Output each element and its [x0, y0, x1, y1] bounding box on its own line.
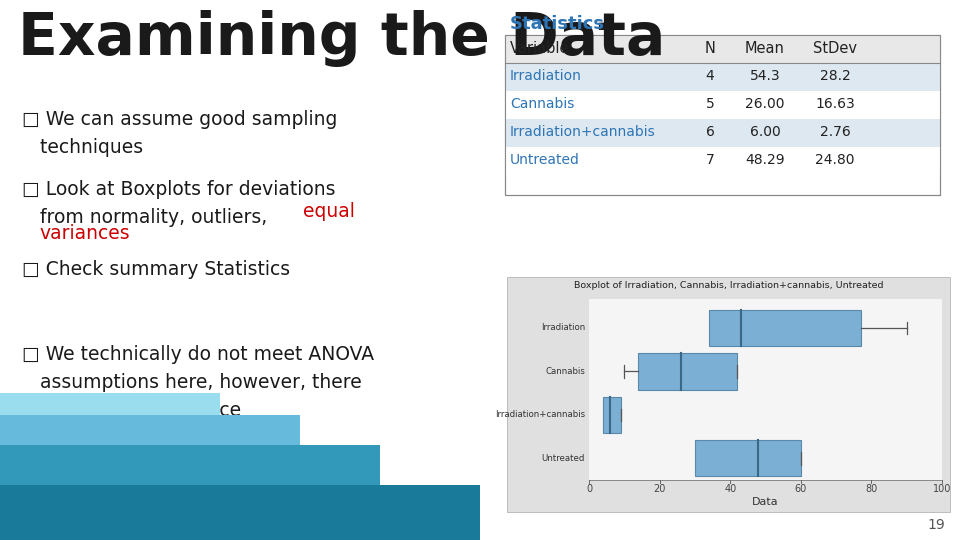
- Text: Cannabis: Cannabis: [545, 367, 585, 376]
- Text: 4: 4: [706, 69, 714, 83]
- Text: Mean: Mean: [745, 41, 785, 56]
- Text: 2.76: 2.76: [820, 125, 851, 139]
- Bar: [709, 310, 861, 346]
- Text: Untreated: Untreated: [541, 454, 585, 463]
- Text: 24.80: 24.80: [815, 153, 854, 167]
- Text: □ Check summary Statistics: □ Check summary Statistics: [22, 260, 290, 279]
- Text: 40: 40: [724, 484, 736, 494]
- Text: 54.3: 54.3: [750, 69, 780, 83]
- Text: Irradiation+cannabis: Irradiation+cannabis: [510, 125, 656, 139]
- Text: Examining the Data: Examining the Data: [18, 10, 665, 67]
- Bar: [505, 35, 940, 195]
- Bar: [589, 299, 942, 480]
- Text: 80: 80: [865, 484, 877, 494]
- Text: N: N: [705, 41, 715, 56]
- Text: 5: 5: [706, 97, 714, 111]
- Text: 6.00: 6.00: [750, 125, 780, 139]
- Text: Variable: Variable: [510, 41, 569, 56]
- Bar: [505, 147, 940, 175]
- Bar: [0, 393, 220, 415]
- Text: □ We can assume good sampling
   techniques: □ We can assume good sampling techniques: [22, 110, 337, 157]
- Bar: [505, 119, 940, 147]
- Bar: [505, 63, 940, 91]
- Bar: [507, 277, 950, 512]
- Text: □ We technically do not meet ANOVA
   assumptions here, however, there
   is cle: □ We technically do not meet ANOVA assum…: [22, 345, 374, 420]
- Text: StDev: StDev: [813, 41, 857, 56]
- Text: 60: 60: [795, 484, 807, 494]
- Text: 100: 100: [933, 484, 951, 494]
- Text: equal: equal: [303, 202, 355, 221]
- Text: variances: variances: [39, 224, 130, 243]
- Bar: [0, 485, 480, 540]
- Text: Cannabis: Cannabis: [510, 97, 574, 111]
- Text: Irradiation: Irradiation: [510, 69, 582, 83]
- Text: □ Look at Boxplots for deviations
   from normality, outliers,: □ Look at Boxplots for deviations from n…: [22, 180, 335, 227]
- Bar: [638, 353, 737, 389]
- Text: 16.63: 16.63: [815, 97, 854, 111]
- Text: 7: 7: [706, 153, 714, 167]
- Text: 20: 20: [654, 484, 666, 494]
- Bar: [0, 415, 300, 445]
- Bar: [0, 445, 380, 485]
- Text: Untreated: Untreated: [510, 153, 580, 167]
- Text: 28.2: 28.2: [820, 69, 851, 83]
- Text: 19: 19: [927, 518, 945, 532]
- Text: Data: Data: [753, 497, 779, 507]
- Bar: [505, 91, 940, 119]
- Bar: [505, 35, 940, 195]
- Text: 6: 6: [706, 125, 714, 139]
- Text: 26.00: 26.00: [745, 97, 784, 111]
- Text: Statistics: Statistics: [510, 15, 605, 33]
- Text: 0: 0: [586, 484, 592, 494]
- Text: Irradiation+cannabis: Irradiation+cannabis: [494, 410, 585, 420]
- Bar: [695, 440, 801, 476]
- Bar: [603, 397, 621, 433]
- Text: Irradiation: Irradiation: [540, 323, 585, 333]
- Text: Boxplot of Irradiation, Cannabis, Irradiation+cannabis, Untreated: Boxplot of Irradiation, Cannabis, Irradi…: [574, 281, 883, 290]
- Bar: [505, 35, 940, 63]
- Text: 48.29: 48.29: [745, 153, 785, 167]
